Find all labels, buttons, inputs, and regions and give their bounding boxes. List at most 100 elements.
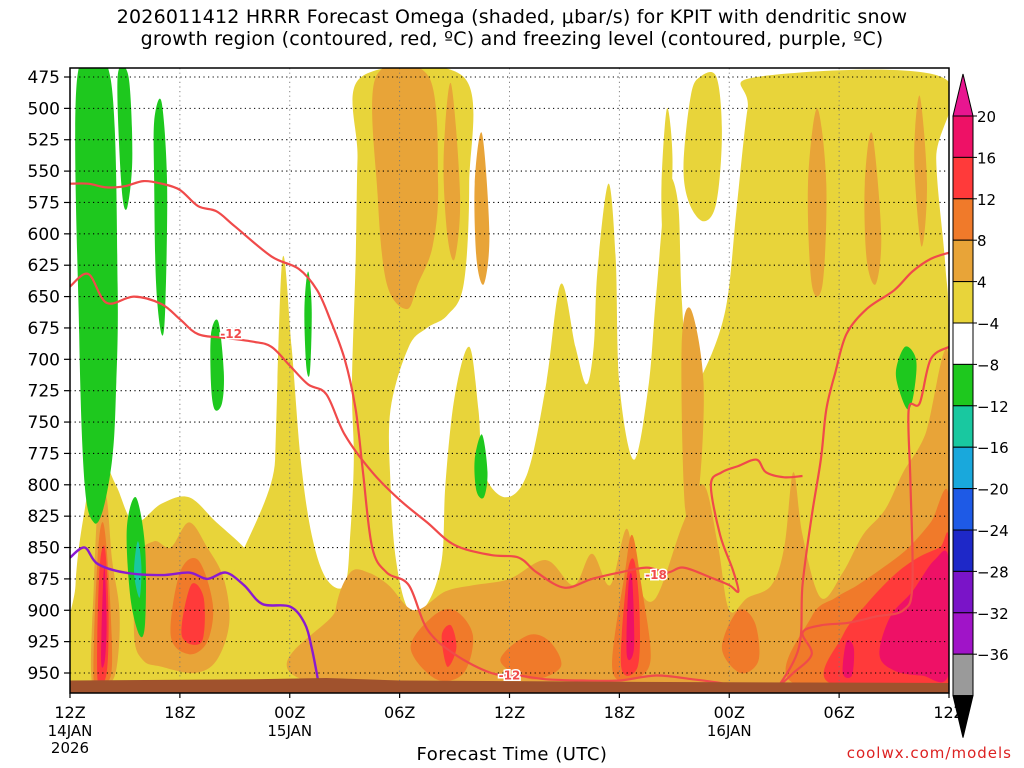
colorbar-swatch-8 [952, 446, 974, 490]
colorbar-label-2: 12 [977, 191, 996, 209]
y-tick-label-900: 900 [28, 601, 60, 621]
omega-region-neg4-7 [895, 346, 917, 410]
x-tick-label-36: 00Z [714, 703, 745, 722]
omega-region-4-2 [683, 72, 722, 222]
omega-region-8-2 [474, 132, 490, 285]
omega-region-neg4-2 [153, 98, 168, 336]
terrain [70, 678, 949, 693]
x-tick-label-18: 06Z [384, 703, 415, 722]
y-tick-label-575: 575 [28, 193, 60, 213]
colorbar-label-0: 20 [977, 108, 996, 126]
x-tick-label-24: 12Z [494, 703, 525, 722]
colorbar-label-11: −28 [977, 563, 1009, 581]
omega-region-20-0 [101, 567, 107, 668]
y-tick-label-825: 825 [28, 507, 60, 527]
omega-region-16-2 [441, 624, 457, 667]
axes: 475 500 525 550 575 600 625 650 675 700 725 750 775 8… [28, 68, 965, 757]
y-tick-label-600: 600 [28, 225, 60, 245]
y-tick-label-550: 550 [28, 162, 60, 182]
y-tick-label-875: 875 [28, 570, 60, 590]
colorbar-label-8: −16 [977, 439, 1009, 457]
dgz-contour-label-1: -12 [499, 669, 521, 683]
omega-region-8-4 [807, 108, 827, 297]
colorbar-top-arrow [952, 73, 974, 117]
freezing-level-line [70, 546, 321, 686]
x-tick-label-30: 18Z [604, 703, 635, 722]
colorbar-label-5: −4 [977, 315, 999, 333]
omega-region-8-9 [286, 349, 949, 693]
colorbar-label-9: −20 [977, 481, 1009, 499]
omega-region-neg4-0 [75, 68, 118, 524]
colorbar-label-3: 8 [977, 232, 987, 250]
colorbar-swatch-5 [952, 322, 974, 365]
omega-region-8-5 [864, 132, 882, 285]
omega-region-neg4-4 [210, 319, 224, 411]
terrain-fill [70, 678, 949, 693]
colorbar-swatch-1 [952, 156, 974, 200]
y-tick-label-500: 500 [28, 99, 60, 119]
colorbar-swatch-9 [952, 488, 974, 531]
omega-region-20-1 [626, 572, 635, 661]
y-tick-label-775: 775 [28, 444, 60, 464]
y-tick-label-625: 625 [28, 256, 60, 276]
x-tick-label-42: 06Z [823, 703, 854, 722]
y-tick-label-925: 925 [28, 633, 60, 653]
omega-region-20-2 [879, 550, 949, 683]
omega-region-8-6 [914, 95, 928, 247]
plot-area: -12 -12 -18 [70, 68, 949, 693]
colorbar-swatch-13 [952, 653, 974, 697]
chart-title: 2026011412 HRRR Forecast Omega (shaded, … [0, 6, 1024, 50]
y-tick-label-525: 525 [28, 131, 60, 151]
dgz-contours: -12 -12 -18 [70, 179, 949, 693]
x-tick-label-6: 18Z [164, 703, 195, 722]
omega-region-neg4-6 [474, 434, 488, 499]
y-tick-label-725: 725 [28, 382, 60, 402]
colorbar-swatch-4 [952, 281, 974, 324]
y-tick-label-800: 800 [28, 476, 60, 496]
x-axis-label: Forecast Time (UTC) [416, 744, 608, 765]
dgz-contour-label-0: -12 [220, 327, 242, 341]
colorbar-swatch-2 [952, 198, 974, 241]
colorbar-label-6: −8 [977, 356, 999, 374]
colorbar-swatch-10 [952, 529, 974, 572]
omega-region-neg8-0 [134, 541, 142, 598]
colorbar-swatch-3 [952, 239, 974, 283]
x-year-label: 2026 [51, 739, 89, 757]
dgz-contour-label-2: -18 [645, 568, 667, 582]
dgz-contour-2 [774, 251, 949, 693]
colorbar-label-7: −12 [977, 398, 1009, 416]
y-tick-label-475: 475 [28, 68, 60, 88]
omega-region-8-3 [681, 307, 704, 523]
omega-shading [70, 68, 949, 693]
x-date-label-12: 15JAN [267, 722, 312, 740]
omega-region-20-3 [842, 640, 855, 679]
y-tick-label-675: 675 [28, 319, 60, 339]
omega-region-4-3 [661, 108, 673, 251]
dgz-contour-1 [70, 179, 949, 692]
y-tick-label-850: 850 [28, 539, 60, 559]
colorbar-label-13: −36 [977, 646, 1009, 664]
colorbar-bottom-arrow [952, 695, 974, 738]
omega-region-neg4-1 [117, 68, 133, 210]
colorbar-label-1: 16 [977, 149, 996, 167]
colorbar-label-10: −24 [977, 522, 1009, 540]
chart-title-line2: growth region (contoured, red, ºC) and f… [140, 28, 884, 50]
colorbar-swatch-0 [952, 115, 974, 158]
chart-title-line1: 2026011412 HRRR Forecast Omega (shaded, … [116, 6, 908, 28]
colorbar: 20 16 12 8 4 −4 −8 −12 −16 −20 −24 −28 −32 −36 [952, 73, 1009, 738]
colorbar-swatch-6 [952, 363, 974, 407]
y-tick-label-700: 700 [28, 350, 60, 370]
omega-region-12-5 [721, 609, 760, 674]
omega-region-12-3 [500, 634, 562, 680]
credit-text: coolwx.com/models [846, 744, 1012, 762]
y-tick-label-950: 950 [28, 664, 60, 684]
omega-region-8-0 [372, 68, 439, 310]
colorbar-swatch-12 [952, 612, 974, 655]
omega-region-neg4-5 [304, 271, 312, 377]
y-tick-label-650: 650 [28, 288, 60, 308]
y-tick-label-750: 750 [28, 413, 60, 433]
x-tick-label-0: 12Z [54, 703, 85, 722]
x-date-label-0: 14JAN [48, 722, 93, 740]
colorbar-swatch-11 [952, 570, 974, 614]
